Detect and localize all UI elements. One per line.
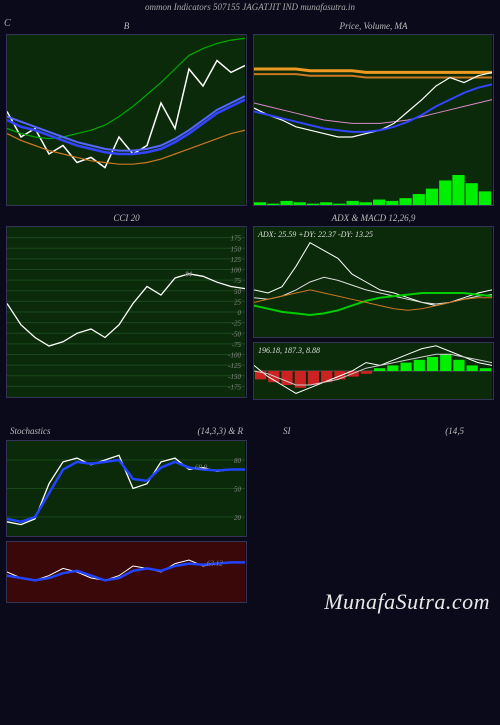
chart-price: [254, 35, 492, 205]
panel-adx-macd: ADX & MACD 12,26,9 ADX: 25.59 +DY: 22.37…: [253, 212, 494, 400]
chart-grid: B Price, Volume, MA CCI 20 175 150 125 100 7…: [0, 14, 500, 609]
svg-text:50: 50: [234, 288, 242, 296]
svg-text:50: 50: [234, 486, 242, 494]
svg-text:175: 175: [231, 235, 242, 243]
svg-text:150: 150: [231, 245, 242, 253]
svg-text:80: 80: [234, 457, 242, 465]
svg-text:-75: -75: [232, 341, 242, 349]
watermark: MunafaSutra.com: [324, 589, 490, 615]
svg-text:-25: -25: [232, 320, 242, 328]
svg-text:0: 0: [238, 309, 242, 317]
panel-price: Price, Volume, MA: [253, 20, 494, 206]
svg-text:-150: -150: [228, 373, 241, 381]
svg-text:75: 75: [234, 277, 242, 285]
svg-text:63.12: 63.12: [207, 559, 223, 567]
title-si-r: (14,5: [445, 426, 464, 440]
panel-si: SI (14,5: [253, 426, 494, 603]
page-header: ommon Indicators 507155 JAGATJIT IND mun…: [0, 0, 500, 14]
title-cci: CCI 20: [6, 212, 247, 226]
svg-text:69.9: 69.9: [195, 464, 208, 472]
panel-bb: B: [6, 20, 247, 206]
chart-cci: 175 150 125 100 75 50 25 0 -25 -50 -75 -100 -125 -150…: [7, 227, 245, 397]
svg-text:-125: -125: [228, 362, 241, 370]
corner-c: C: [4, 18, 11, 29]
svg-text:25: 25: [234, 298, 242, 306]
title-price: Price, Volume, MA: [253, 20, 494, 34]
panel-stoch: Stochastics (14,3,3) & R 80 50 20 69.9 63.1…: [6, 426, 247, 603]
title-bb: B: [6, 20, 247, 34]
chart-macd: 196.18, 187.3, 8.88: [254, 343, 492, 399]
svg-text:ADX: 25.59 +DY: 22.37 -DY: 13.: ADX: 25.59 +DY: 22.37 -DY: 13.25: [257, 230, 373, 239]
title-adx: ADX & MACD 12,26,9: [253, 212, 494, 226]
svg-text:196.18, 187.3, 8.88: 196.18, 187.3, 8.88: [258, 346, 320, 355]
chart-adx: ADX: 25.59 +DY: 22.37 -DY: 13.25: [254, 227, 492, 337]
title-stoch: Stochastics: [10, 426, 51, 440]
title-stoch-r: (14,3,3) & R: [198, 426, 244, 440]
title-si: SI: [283, 426, 291, 440]
chart-stoch: 80 50 20 69.9: [7, 441, 245, 536]
chart-bb: [7, 35, 245, 205]
panel-cci: CCI 20 175 150 125 100 75 50 25 0 -25 -50 -75 -100 -…: [6, 212, 247, 400]
svg-text:84: 84: [185, 270, 193, 278]
svg-text:100: 100: [231, 267, 242, 275]
chart-rsi: 63.12: [7, 542, 245, 602]
svg-text:-175: -175: [228, 383, 241, 391]
svg-text:20: 20: [234, 514, 242, 522]
svg-text:-50: -50: [232, 330, 242, 338]
svg-text:125: 125: [231, 256, 242, 264]
svg-text:-100: -100: [228, 352, 241, 360]
